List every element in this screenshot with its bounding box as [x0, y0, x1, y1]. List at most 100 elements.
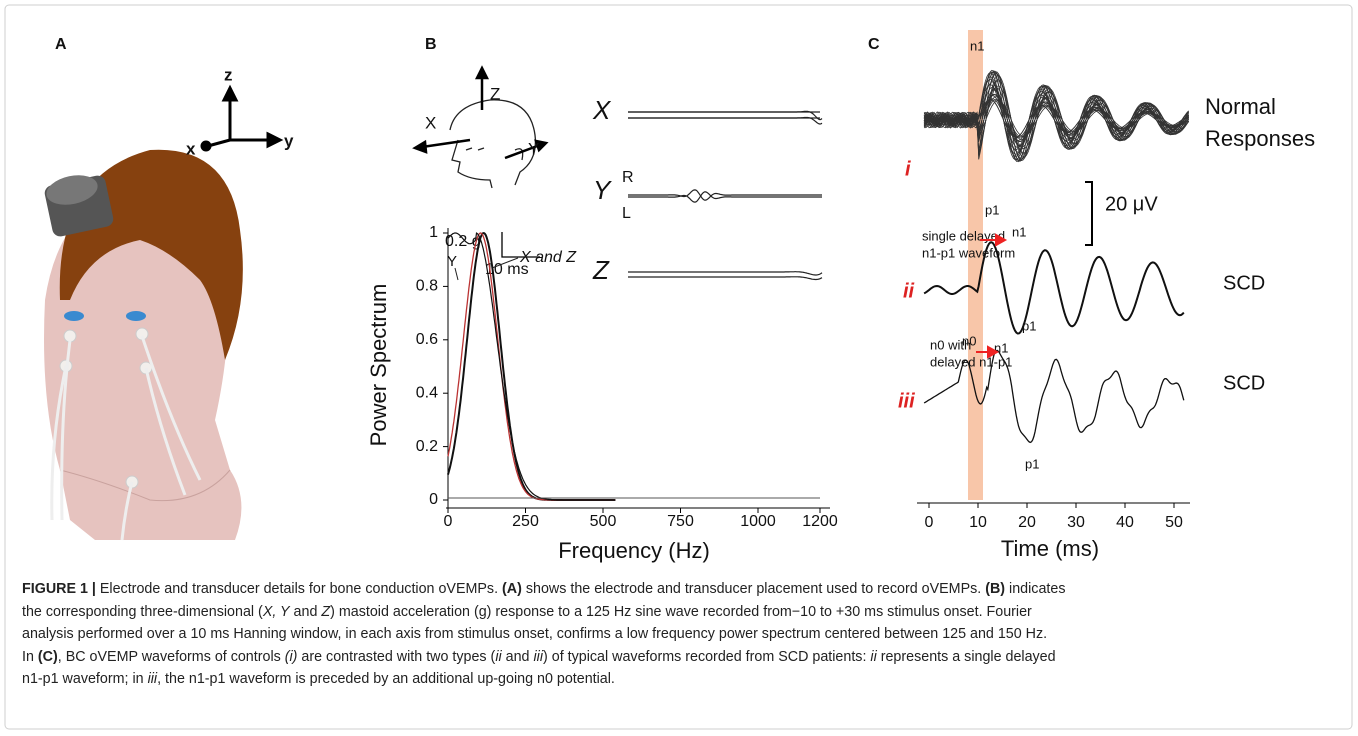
scale-bar	[1085, 181, 1093, 246]
x-tick-label: 1200	[802, 513, 838, 530]
peak-label: p1	[1022, 318, 1036, 333]
x-tick-label: 500	[590, 513, 617, 530]
scd-trace	[923, 241, 1185, 335]
normal-trace	[923, 81, 1189, 153]
head-axes	[412, 65, 549, 160]
caption-run: and	[501, 648, 534, 665]
x-tick-label: 10	[969, 514, 987, 531]
stimulus-band	[968, 30, 983, 500]
time-plot: 0 10 20 30 40 50	[917, 30, 1190, 531]
caption: FIGURE 1 | Electrode and transducer deta…	[22, 578, 1342, 691]
caption-run: , BC oVEMP waveforms of controls	[57, 648, 285, 665]
x-tick-label: 40	[1116, 514, 1134, 531]
accel-waveforms	[628, 110, 823, 281]
x-tick-label: 250	[512, 513, 539, 530]
x-tick-label: 30	[1067, 514, 1085, 531]
x-tick-label: 750	[667, 513, 694, 530]
head-sketch	[449, 99, 537, 189]
normal-trace	[923, 76, 1189, 157]
normal-trace	[923, 99, 1189, 138]
axis-label: Y	[528, 139, 539, 158]
caption-line: n1-p1 waveform; in iii, the n1-p1 wavefo…	[22, 668, 1342, 691]
trace-label: Normal	[1205, 94, 1276, 119]
x-tick-label: 0	[444, 513, 453, 530]
axis-label: y	[284, 131, 294, 150]
peak-label: p1	[1025, 456, 1039, 471]
trace-index: ii	[903, 280, 915, 302]
peak-label: n0	[962, 333, 976, 348]
normal-trace	[923, 85, 1189, 151]
trace-label: SCD	[1223, 272, 1265, 294]
caption-line: the corresponding three-dimensional (X, …	[22, 601, 1342, 624]
caption-run: indicates	[1005, 581, 1066, 597]
y-tick-label: 0.2	[416, 438, 438, 455]
axis-label: Z	[490, 84, 500, 103]
annotation: Y	[447, 253, 457, 270]
caption-run: (i)	[284, 648, 298, 665]
accel-trace	[628, 271, 823, 276]
caption-run: ii	[495, 648, 502, 665]
caption-line: In (C), BC oVEMP waveforms of controls (…	[22, 646, 1342, 669]
accel-trace	[628, 110, 823, 121]
annotation-leader	[454, 257, 519, 281]
accel-trace	[628, 276, 823, 281]
caption-run: analysis performed over a 10 ms Hanning …	[22, 626, 1048, 642]
normal-trace	[923, 71, 1190, 162]
caption-run: ) of typical waveforms recorded from SCD…	[543, 648, 871, 665]
y-axis-label: Power Spectrum	[366, 284, 391, 447]
x-axis-label: Time (ms)	[1001, 536, 1099, 561]
caption-run: n1-p1 waveform; in	[22, 671, 148, 687]
y-tick-label: 0.4	[416, 384, 438, 401]
caption-run: , the n1-p1 waveform is preceded by an a…	[157, 671, 615, 687]
caption-run: (A)	[502, 581, 522, 597]
peak-label: n1	[1012, 224, 1026, 239]
peak-label: p1	[985, 202, 999, 217]
side-label: L	[622, 205, 631, 222]
caption-run: FIGURE 1 |	[22, 581, 96, 597]
annotation: delayed n1-p1	[930, 354, 1012, 369]
caption-line: FIGURE 1 | Electrode and transducer deta…	[22, 578, 1342, 601]
trace-index: iii	[898, 390, 915, 412]
trace-label: SCD	[1223, 372, 1265, 394]
accel-trace	[628, 116, 823, 125]
caption-run: (C)	[37, 648, 58, 665]
caption-run: the corresponding three-dimensional (	[22, 603, 263, 620]
spectrum-curve	[447, 232, 616, 501]
x-tick-label: 0	[925, 514, 934, 531]
caption-run: iii	[533, 648, 544, 665]
axis-arrows	[200, 84, 284, 152]
x-tick-label: 20	[1018, 514, 1036, 531]
axis-label: z	[224, 65, 233, 84]
caption-run: iii	[147, 671, 158, 687]
axis-label: X	[425, 113, 436, 132]
x-tick-label: 50	[1165, 514, 1183, 531]
caption-run: are contrasted with two types (	[297, 648, 496, 665]
caption-line: analysis performed over a 10 ms Hanning …	[22, 623, 1342, 646]
y-tick-label: 0	[429, 491, 438, 508]
panel-label: C	[868, 36, 880, 53]
annotation: X and Z	[519, 249, 577, 266]
trace-label: Responses	[1205, 126, 1315, 151]
x-tick-label: 1000	[740, 513, 776, 530]
caption-run: ) mastoid acceleration (g) response to a…	[330, 603, 1032, 620]
scale-label: 10 ms	[485, 261, 529, 278]
trace-index: i	[905, 158, 911, 180]
axis-label: x	[186, 139, 196, 158]
peak-label: n1	[970, 38, 984, 53]
spectrum-curve	[447, 232, 616, 501]
trace-label: X	[592, 95, 612, 125]
frame	[4, 4, 1353, 730]
caption-run: In	[22, 648, 38, 665]
caption-run: X, Y	[262, 603, 290, 620]
accel-trace	[628, 191, 822, 203]
trace-label: Z	[592, 255, 610, 285]
annotation: n1-p1 waveform	[922, 245, 1015, 260]
y-tick-label: 1	[429, 224, 438, 241]
spectrum-curve	[447, 232, 616, 501]
scale-bar	[501, 232, 540, 258]
caption-run: Electrode and transducer details for bon…	[95, 581, 503, 597]
side-label: R	[622, 169, 634, 186]
y-tick-label: 0.6	[416, 331, 438, 348]
